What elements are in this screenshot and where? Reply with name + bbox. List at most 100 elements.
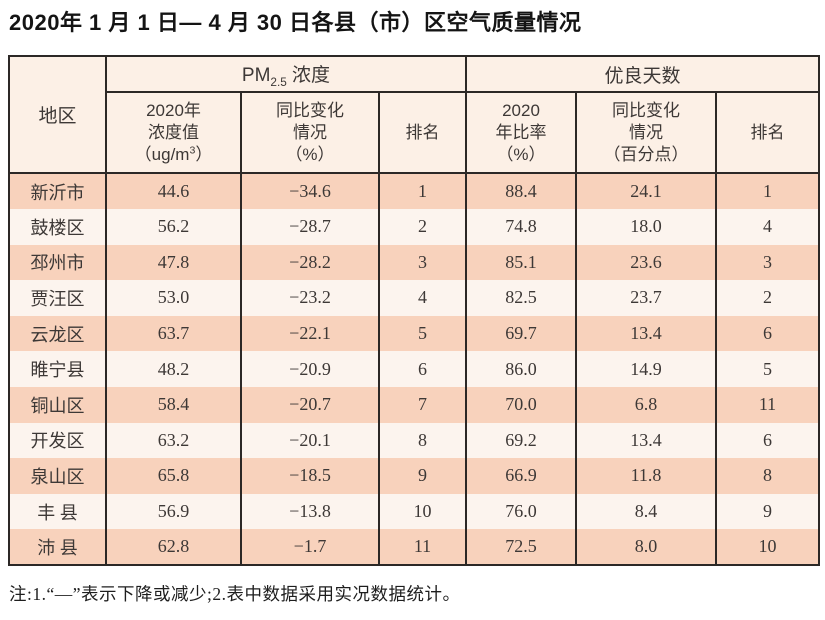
table-row: 开发区 63.2 −20.1 8 69.2 13.4 6 xyxy=(8,422,821,459)
cell-pm-value: 58.4 xyxy=(105,386,242,423)
cell-good-rank: 3 xyxy=(714,244,821,281)
cell-region: 沛 县 xyxy=(8,529,107,565)
cell-good-change: 6.8 xyxy=(575,386,717,423)
cell-good-rank: 11 xyxy=(714,386,821,423)
pm25-subscript: 2.5 xyxy=(270,75,287,89)
cell-pm-value: 62.8 xyxy=(105,529,242,565)
cell-pm-rank: 3 xyxy=(378,244,467,281)
pm-change-line1: 同比变化 xyxy=(276,100,344,120)
cell-good-rank: 6 xyxy=(714,422,821,459)
table-row: 云龙区 63.7 −22.1 5 69.7 13.4 6 xyxy=(8,315,821,352)
col-group-pm25: PM2.5 浓度 xyxy=(105,56,467,94)
good-rate-line3: （%） xyxy=(496,144,546,164)
cell-pm-rank: 8 xyxy=(378,422,467,459)
cell-good-change: 13.4 xyxy=(575,422,717,459)
table-row: 泉山区 65.8 −18.5 9 66.9 11.8 8 xyxy=(8,458,821,494)
cell-good-rate: 76.0 xyxy=(465,493,577,530)
cell-region: 鼓楼区 xyxy=(8,208,107,245)
cell-good-change: 8.4 xyxy=(575,493,717,530)
cell-pm-rank: 2 xyxy=(378,208,467,245)
cell-pm-value: 53.0 xyxy=(105,280,242,316)
pm-value-unit-close: ） xyxy=(195,144,213,164)
cell-good-rate: 69.2 xyxy=(465,422,577,459)
cell-good-rank: 6 xyxy=(714,315,821,352)
cell-pm-rank: 4 xyxy=(378,280,467,316)
page: 2020年 1 月 1 日— 4 月 30 日各县（市）区空气质量情况 地区 P… xyxy=(8,10,821,604)
cell-pm-value: 56.2 xyxy=(105,208,242,245)
cell-pm-change: −13.8 xyxy=(240,493,380,530)
table-row: 丰 县 56.9 −13.8 10 76.0 8.4 9 xyxy=(8,493,821,530)
table-row: 贾汪区 53.0 −23.2 4 82.5 23.7 2 xyxy=(8,280,821,316)
cell-good-rate: 74.8 xyxy=(465,208,577,245)
header-group-row: 地区 PM2.5 浓度 优良天数 xyxy=(8,56,821,175)
cell-pm-change: −22.1 xyxy=(240,315,380,352)
cell-pm-change: −18.5 xyxy=(240,458,380,494)
col-header-region: 地区 xyxy=(8,56,107,175)
cell-region: 铜山区 xyxy=(8,386,107,423)
cell-region: 开发区 xyxy=(8,422,107,459)
cell-pm-change: −23.2 xyxy=(240,280,380,316)
cell-good-change: 24.1 xyxy=(575,173,717,209)
cell-good-rate: 66.9 xyxy=(465,458,577,494)
table-row: 邳州市 47.8 −28.2 3 85.1 23.6 3 xyxy=(8,244,821,281)
col-header-pm-value: 2020年 浓度值 （ug/m3） xyxy=(105,92,242,175)
pm25-prefix: PM xyxy=(241,64,271,86)
cell-pm-rank: 7 xyxy=(378,386,467,423)
cell-region: 邳州市 xyxy=(8,244,107,281)
table-row: 新沂市 44.6 −34.6 1 88.4 24.1 1 xyxy=(8,173,821,209)
cell-good-change: 23.6 xyxy=(575,244,717,281)
cell-pm-value: 47.8 xyxy=(105,244,242,281)
good-change-line3: （百分点） xyxy=(603,144,689,164)
cell-pm-rank: 9 xyxy=(378,458,467,494)
cell-pm-change: −20.1 xyxy=(240,422,380,459)
col-header-good-rate: 2020 年比率 （%） xyxy=(465,92,577,175)
cell-pm-change: −28.2 xyxy=(240,244,380,281)
cell-good-change: 18.0 xyxy=(575,208,717,245)
cell-pm-rank: 1 xyxy=(378,173,467,209)
cell-pm-rank: 10 xyxy=(378,493,467,530)
col-group-good-days: 优良天数 xyxy=(464,56,821,94)
pm-value-unit-open: （ug/m xyxy=(134,144,190,164)
col-header-good-change: 同比变化 情况 （百分点） xyxy=(575,92,717,175)
table-header: 地区 PM2.5 浓度 优良天数 2020年 浓度值 （ug/m3） 同比变化 … xyxy=(8,56,821,175)
cell-good-rank: 5 xyxy=(714,351,821,387)
cell-region: 睢宁县 xyxy=(8,351,107,387)
pm-value-line2: 浓度值 xyxy=(148,122,199,142)
pm-value-line3: （ug/m3） xyxy=(108,144,239,166)
cell-pm-value: 56.9 xyxy=(105,493,242,530)
cell-good-change: 13.4 xyxy=(575,315,717,352)
cell-pm-change: −20.9 xyxy=(240,351,380,387)
cell-good-rank: 10 xyxy=(714,529,821,565)
footnote: 注:1.“—”表示下降或减少;2.表中数据采用实况数据统计。 xyxy=(9,583,461,604)
pm-value-unit-sup: 3 xyxy=(189,144,196,157)
cell-good-rate: 69.7 xyxy=(465,315,577,352)
good-change-line2: 情况 xyxy=(629,122,663,142)
cell-pm-value: 48.2 xyxy=(105,351,242,387)
cell-good-change: 8.0 xyxy=(575,529,717,565)
good-rate-line2: 年比率 xyxy=(495,122,547,142)
pm-change-line3: （%） xyxy=(285,144,335,164)
cell-good-rank: 2 xyxy=(714,280,821,316)
cell-pm-rank: 11 xyxy=(378,529,467,565)
cell-pm-value: 65.8 xyxy=(105,458,242,494)
header-sub-row: 2020年 浓度值 （ug/m3） 同比变化 情况 （%） 排名 2020 年比… xyxy=(9,92,821,175)
cell-region: 贾汪区 xyxy=(8,280,107,316)
cell-region: 云龙区 xyxy=(8,315,107,352)
table-row: 铜山区 58.4 −20.7 7 70.0 6.8 11 xyxy=(8,386,821,423)
pm-value-line1: 2020年 xyxy=(146,100,201,120)
pm-change-line2: 情况 xyxy=(293,122,327,142)
cell-good-rate: 82.5 xyxy=(465,280,577,316)
cell-pm-value: 63.2 xyxy=(105,422,242,459)
cell-pm-value: 44.6 xyxy=(105,173,242,209)
cell-good-rank: 4 xyxy=(714,208,821,245)
cell-region: 丰 县 xyxy=(8,493,107,530)
cell-pm-rank: 6 xyxy=(378,351,467,387)
cell-good-rank: 9 xyxy=(714,493,821,530)
cell-region: 新沂市 xyxy=(8,173,107,209)
cell-pm-change: −28.7 xyxy=(240,208,380,245)
cell-good-change: 14.9 xyxy=(575,351,717,387)
cell-good-rate: 85.1 xyxy=(465,244,577,281)
pm25-suffix: 浓度 xyxy=(286,64,331,86)
air-quality-table: 地区 PM2.5 浓度 优良天数 2020年 浓度值 （ug/m3） 同比变化 … xyxy=(8,55,821,566)
col-header-good-rank: 排名 xyxy=(714,92,821,175)
